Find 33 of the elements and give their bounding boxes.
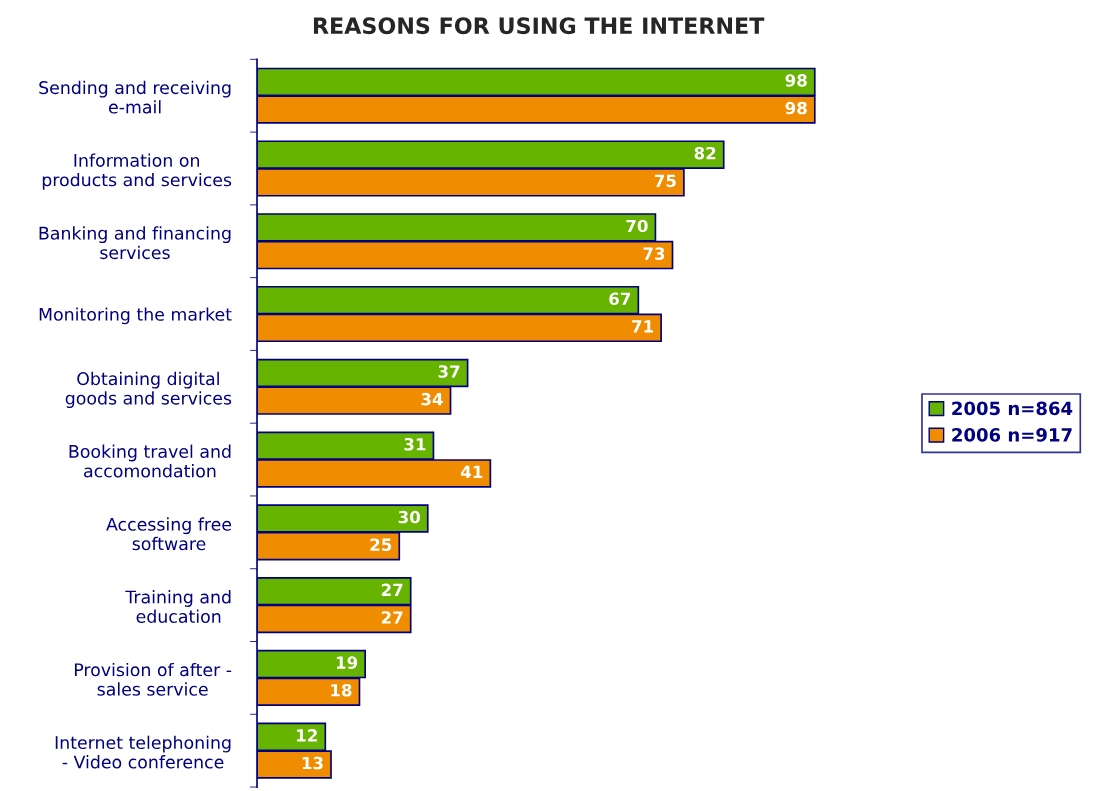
data-label: 67 (609, 292, 631, 306)
legend-label: 2006 n=917 (952, 428, 1072, 442)
data-label: 37 (438, 365, 460, 378)
data-label: 70 (626, 219, 648, 233)
y-tick-label: Obtaining digital goods and services (65, 371, 232, 409)
data-label: 98 (785, 101, 807, 115)
data-label: 30 (398, 510, 421, 524)
data-label: 25 (370, 538, 392, 552)
data-label: 18 (331, 683, 352, 697)
y-tick-label: Banking and financing services (39, 226, 231, 260)
data-label: 27 (381, 611, 403, 624)
y-tick-label: Monitoring the market (39, 307, 232, 325)
data-label: 98 (785, 74, 807, 87)
data-label: 34 (421, 392, 443, 406)
data-label: 82 (694, 146, 716, 160)
legend-label: 2005 n=864 (952, 401, 1073, 416)
y-tick-label: Accessing free software (106, 517, 232, 551)
data-label: 75 (654, 174, 676, 188)
data-label: 27 (381, 583, 403, 596)
data-label: 31 (404, 437, 426, 451)
data-label: 73 (643, 247, 665, 260)
y-tick-label: Sending and receiving e-mail (39, 80, 231, 114)
data-label: 19 (336, 656, 358, 669)
data-label: 12 (297, 729, 317, 742)
y-tick-label: Information on products and services (42, 153, 232, 190)
data-label: 13 (302, 756, 323, 770)
chart-title: REASONS FOR USING THE INTERNET (313, 17, 765, 35)
data-label: 41 (460, 465, 483, 478)
y-tick-label: Provision of after - sales service (74, 662, 232, 696)
y-tick-label: Training and education (125, 590, 231, 623)
data-label: 71 (632, 320, 654, 333)
y-tick-label: Booking travel and accomondation (69, 444, 231, 478)
y-tick-label: Internet telephoning - Video conference (55, 735, 231, 769)
